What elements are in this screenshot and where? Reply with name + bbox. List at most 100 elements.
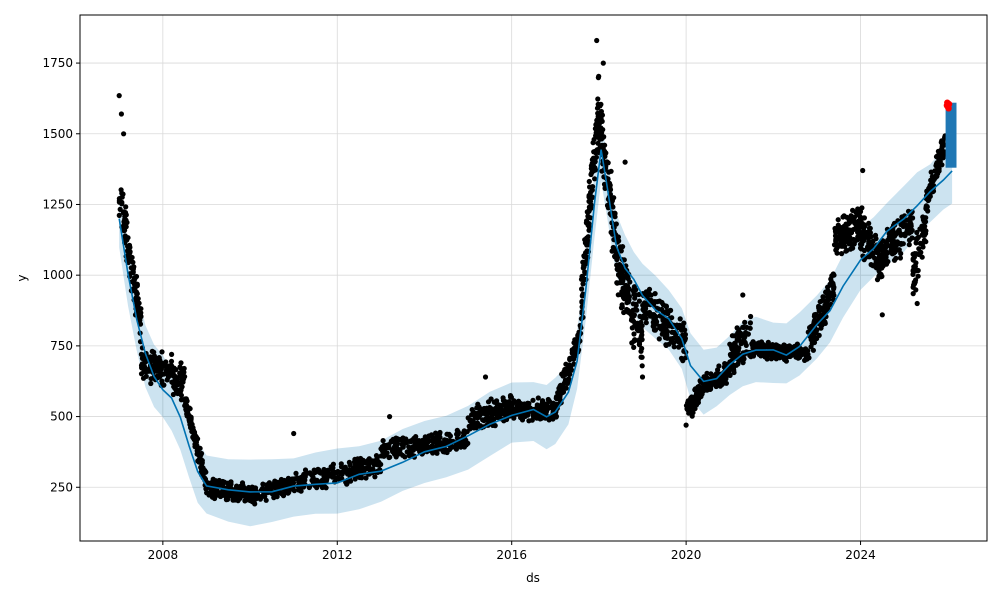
observed-point (935, 171, 941, 177)
observed-point (919, 254, 925, 260)
observed-point (732, 345, 738, 351)
observed-point (923, 203, 930, 209)
observed-point (262, 488, 268, 494)
observed-point (347, 469, 353, 475)
observed-point (148, 376, 154, 382)
observed-point (940, 138, 946, 144)
observed-point (332, 470, 338, 476)
observed-point (170, 372, 176, 379)
observed-point (495, 411, 501, 417)
observed-point (727, 372, 733, 378)
observed-point (619, 302, 625, 308)
observed-point (913, 240, 919, 246)
observed-point (130, 259, 136, 265)
observed-point (909, 209, 915, 215)
observed-point (630, 307, 636, 313)
observed-point (911, 264, 917, 270)
observed-point (127, 249, 133, 255)
observed-point (873, 265, 880, 271)
observed-point (745, 331, 751, 337)
observed-point (612, 210, 618, 216)
observed-point (422, 434, 428, 440)
observed-point (298, 488, 304, 494)
observed-point (268, 485, 274, 491)
observed-point (164, 370, 170, 376)
observed-point (372, 474, 378, 480)
observed-point (239, 480, 246, 486)
observed-point (866, 225, 873, 231)
observed-point (631, 344, 637, 350)
observed-point (803, 346, 809, 352)
observed-point (851, 226, 857, 232)
observed-point (646, 290, 652, 296)
observed-point (886, 234, 892, 240)
observed-point (743, 342, 749, 348)
observed-point (785, 347, 791, 353)
observed-point (322, 473, 329, 479)
observed-point (661, 331, 667, 337)
observed-point (734, 325, 740, 331)
observed-point (858, 246, 864, 252)
observed-point (661, 317, 667, 323)
observed-point (774, 343, 780, 349)
observed-point (727, 341, 733, 347)
observed-point (370, 458, 376, 464)
observed-point (258, 493, 265, 500)
observed-point (140, 375, 147, 381)
observed-point (387, 454, 393, 460)
observed-point (539, 399, 546, 405)
observed-point (168, 358, 175, 364)
observed-point (161, 382, 167, 388)
observed-point (503, 402, 509, 408)
observed-point (196, 453, 202, 459)
observed-point (731, 341, 738, 347)
observed-point (384, 444, 390, 451)
observed-point (355, 456, 361, 462)
observed-point (715, 380, 721, 386)
observed-point (910, 257, 916, 263)
observed-point (579, 286, 585, 292)
observed-point (859, 238, 865, 244)
observed-point (883, 244, 889, 250)
observed-point (742, 319, 748, 325)
observed-point (455, 429, 461, 435)
observed-point (351, 465, 357, 471)
observed-point (794, 352, 800, 358)
y-axis-ticks: 250 500 750 1000 1250 1500 1750 (42, 56, 80, 494)
observed-point (251, 485, 257, 491)
observed-point (865, 244, 871, 250)
observed-point (632, 295, 638, 301)
observed-point (400, 439, 406, 445)
observed-point (467, 426, 473, 432)
observed-point (740, 292, 746, 298)
observed-point (119, 199, 125, 205)
observed-point (680, 358, 686, 364)
observed-point (587, 184, 593, 190)
future-forecast-block (945, 102, 957, 168)
observed-point (522, 403, 529, 409)
observed-point (596, 114, 602, 120)
observed-point (656, 298, 663, 304)
observed-point (365, 464, 371, 471)
observed-point (666, 308, 673, 314)
observed-point (659, 323, 665, 329)
observed-point (285, 490, 291, 496)
observed-point (876, 244, 882, 250)
observed-point (663, 342, 669, 348)
observed-point (352, 476, 358, 482)
observed-point (835, 217, 841, 223)
observed-point (178, 365, 184, 371)
observed-point (553, 414, 559, 420)
observed-point (858, 215, 865, 221)
observed-point (738, 332, 744, 338)
observed-point (808, 344, 814, 350)
observed-point (656, 336, 662, 342)
observed-point (844, 233, 850, 239)
forecast-line (118, 149, 953, 493)
observed-point (615, 234, 622, 240)
observed-point (355, 464, 361, 470)
observed-point (806, 355, 812, 361)
observed-point (119, 190, 125, 196)
observed-point (169, 351, 175, 357)
observed-point (917, 240, 923, 246)
